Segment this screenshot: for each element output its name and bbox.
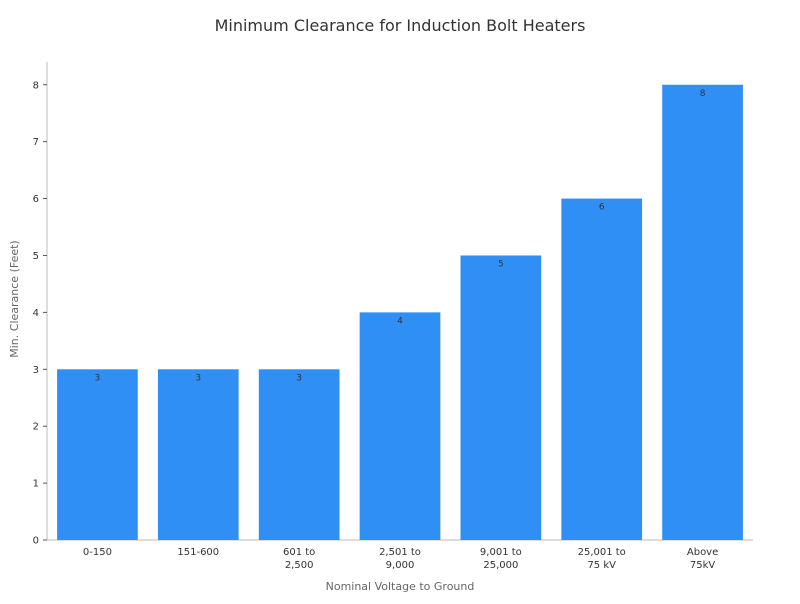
x-tick-label-line: 2,501 to [379, 547, 421, 558]
data-label: 3 [195, 373, 201, 383]
x-axis-label: Nominal Voltage to Ground [326, 580, 475, 593]
y-axis-label: Min. Clearance (Feet) [8, 240, 21, 357]
y-tick-label: 3 [33, 365, 39, 376]
x-tick-label: 151-600 [177, 547, 219, 558]
x-tick-label-line: Above [687, 547, 718, 558]
x-tick-label-line: 75 kV [587, 560, 616, 571]
y-tick-label: 8 [33, 80, 39, 91]
x-tick-label: 601 to 2,500 [283, 547, 315, 571]
data-label: 3 [296, 373, 302, 383]
data-label: 4 [397, 316, 403, 326]
chart-title: Minimum Clearance for Induction Bolt Hea… [215, 16, 586, 35]
y-tick-label: 2 [33, 422, 39, 433]
x-tick-label: 0-150 [83, 547, 112, 558]
x-tick-label-line: 75kV [690, 560, 716, 571]
x-tick-label: 2,501 to 9,000 [379, 547, 421, 571]
bar [359, 312, 441, 540]
x-tick-label: 25,001 to 75 kV [578, 547, 626, 571]
x-tick-label-line: 9,001 to [480, 547, 522, 558]
bar [561, 198, 643, 541]
bar [258, 369, 340, 540]
bar [57, 369, 138, 540]
x-tick-label-line: 25,001 to [578, 547, 626, 558]
data-label: 5 [498, 259, 504, 269]
data-label: 3 [95, 373, 101, 383]
x-tick-label-line: 151-600 [177, 547, 219, 558]
plot-area: 0 1 2 3 4 5 6 7 8 3 0-150 3 151-600 3 601 to 2,500 4 2,50… [33, 62, 753, 571]
x-tick-label: 9,001 to 25,000 [480, 547, 522, 571]
data-label: 6 [599, 203, 605, 213]
y-tick-label: 6 [33, 194, 39, 205]
y-tick-label: 1 [33, 479, 39, 490]
data-label: 8 [700, 89, 706, 99]
x-tick-label-line: 9,000 [386, 560, 415, 571]
x-tick-label-line: 601 to [283, 547, 315, 558]
bar [157, 369, 239, 540]
y-tick-label: 5 [33, 251, 39, 262]
bar [662, 84, 743, 540]
x-tick-label: Above 75kV [687, 547, 718, 571]
x-tick-label-line: 2,500 [285, 560, 314, 571]
y-tick-label: 4 [33, 308, 39, 319]
x-tick-label-line: 25,000 [483, 560, 518, 571]
y-tick-label: 0 [33, 536, 39, 547]
y-tick-label: 7 [33, 137, 39, 148]
x-tick-label-line: 0-150 [83, 547, 112, 558]
bar [460, 255, 542, 540]
